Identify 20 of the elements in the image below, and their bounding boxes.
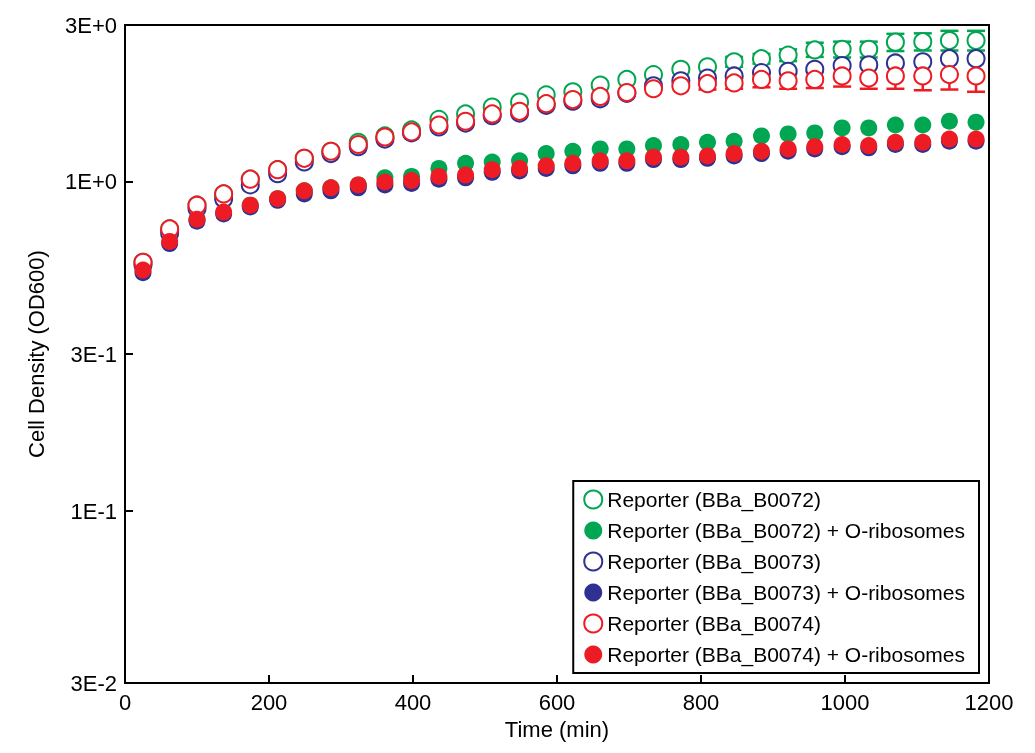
x-tick-label: 800 <box>682 689 720 715</box>
y-tick-label: 3E+0 <box>65 12 117 38</box>
y-axis-title: Cell Density (OD600) <box>23 250 49 458</box>
legend-label: Reporter (BBa_B0072) + O-ribosomes <box>607 519 965 543</box>
y-tick-label: 1E+0 <box>65 169 117 195</box>
y-tick-label: 3E-2 <box>70 670 117 696</box>
x-tick-label: 1200 <box>964 689 1014 715</box>
x-tick-label: 1000 <box>820 689 870 715</box>
legend-label: Reporter (BBa_B0074) <box>607 612 821 636</box>
legend-label: Reporter (BBa_B0074) + O-ribosomes <box>607 643 965 667</box>
x-axis-title: Time (min) <box>504 716 610 742</box>
x-tick-label: 400 <box>394 689 432 715</box>
legend-label: Reporter (BBa_B0073) <box>607 550 821 574</box>
y-tick-label: 3E-1 <box>70 341 117 367</box>
y-tick-label: 1E-1 <box>70 498 117 524</box>
x-tick-label: 0 <box>118 689 132 715</box>
x-tick-label: 200 <box>250 689 288 715</box>
x-tick-label: 600 <box>538 689 576 715</box>
legend-label: Reporter (BBa_B0073) + O-ribosomes <box>607 581 965 605</box>
legend-label: Reporter (BBa_B0072) <box>607 488 821 512</box>
